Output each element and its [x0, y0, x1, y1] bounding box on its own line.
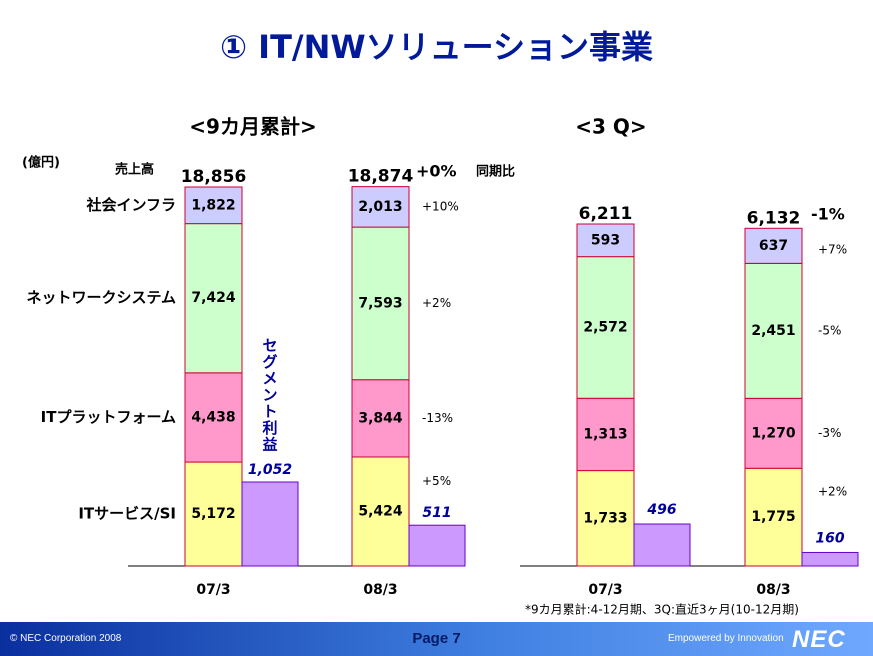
bar-3q-08-3-series-2 — [744, 262, 803, 399]
x-tick-9m-1: 08/3 — [363, 582, 397, 598]
series-name-3: 社会インフラ — [85, 196, 176, 214]
footnote: *9カ月累計:4-12月期、3Q:直近3ヶ月(10-12月期) — [525, 602, 799, 617]
profit-bar-3q-0 — [633, 523, 691, 567]
bar-3q-08-3-series-3 — [744, 227, 803, 264]
profit-label-3q-0: 496 — [646, 502, 676, 518]
bar-3q-07-3-series-1 — [576, 397, 635, 472]
bar-label-3q-0-1: 1,313 — [583, 426, 627, 442]
bar-label-9m-1-2: 7,593 — [358, 295, 402, 311]
total-3q-0: 6,211 — [579, 204, 633, 224]
bar-3q-07-3-series-2 — [576, 256, 635, 399]
x-tick-9m-0: 07/3 — [196, 582, 230, 598]
bar-label-3q-1-0: 1,775 — [751, 509, 795, 525]
copyright-text: © NEC Corporation 2008 — [10, 633, 122, 644]
segment-sales-chart: <9カ月累計> (億円) 売上高 同期比 5,172 4,438 7,424 1,822 18,… — [22, 115, 859, 617]
total-9m-0: 18,856 — [181, 167, 247, 187]
total-3q-1: 6,132 — [747, 208, 801, 228]
slide-title: ① IT/NWソリューション事業 — [219, 28, 654, 66]
profit-bar-9m-0 — [241, 481, 299, 567]
footer-bar: © NEC Corporation 2008 Page 7 Empowered … — [0, 622, 873, 656]
sales-label: 売上高 — [115, 162, 154, 178]
bar-label-3q-0-2: 2,572 — [583, 319, 627, 335]
change-9m-0: +5% — [422, 474, 451, 488]
segment-profit-label-char-4: ト — [262, 403, 277, 421]
profit-bar-3q-1 — [801, 551, 859, 567]
bar-label-3q-1-1: 1,270 — [751, 425, 796, 441]
bar-9m-07-3-series-2 — [184, 223, 243, 374]
bar-3q-07-3-series-3 — [576, 223, 635, 258]
series-name-2: ネットワークシステム — [26, 289, 176, 307]
bar-9m-08-3-series-2 — [351, 226, 410, 381]
bar-9m-08-3-series-0 — [351, 456, 410, 567]
chart-title-3q: <3 Q> — [575, 115, 646, 139]
change-9m-1: -13% — [422, 411, 453, 425]
chart-title-9m: <9カ月累計> — [189, 115, 316, 139]
bar-9m-07-3-series-3 — [184, 186, 243, 225]
segment-profit-label-char-5: 利 — [262, 419, 277, 437]
bar-9m-08-3-series-1 — [351, 379, 410, 458]
profit-bar-9m-1 — [408, 524, 466, 567]
segment-profit-label-char-2: メ — [262, 370, 277, 388]
total-9m-1: 18,874 — [348, 167, 414, 187]
bar-label-3q-0-3: 593 — [591, 232, 620, 248]
bar-label-9m-1-0: 5,424 — [358, 503, 403, 519]
x-tick-3q-0: 07/3 — [588, 582, 622, 598]
bar-label-9m-0-1: 4,438 — [191, 409, 235, 425]
segment-profit-label-char-6: 益 — [262, 436, 277, 454]
change-3q-3: +7% — [818, 242, 847, 256]
series-name-1: ITプラットフォーム — [41, 408, 176, 426]
profit-label-3q-1: 160 — [815, 530, 844, 546]
unit-label: (億円) — [22, 155, 60, 171]
series-name-0: ITサービス/SI — [78, 505, 176, 523]
change-3q-2: -5% — [818, 323, 841, 337]
bar-label-9m-1-1: 3,844 — [358, 410, 403, 426]
total-change-3q: -1% — [811, 205, 845, 224]
bar-9m-08-3-series-3 — [351, 186, 410, 228]
bar-9m-07-3-series-1 — [184, 372, 243, 463]
bar-label-3q-0-0: 1,733 — [583, 510, 627, 526]
bar-label-9m-1-3: 2,013 — [358, 199, 402, 215]
profit-label-9m-0: 1,052 — [248, 462, 292, 478]
total-change-9m: +0% — [416, 162, 457, 181]
change-3q-0: +2% — [818, 485, 847, 499]
bar-label-3q-1-2: 2,451 — [751, 323, 795, 339]
bar-label-9m-0-0: 5,172 — [191, 506, 235, 522]
segment-profit-label-char-1: グ — [262, 353, 277, 371]
change-3q-1: -3% — [818, 426, 841, 440]
yoy-label: 同期比 — [476, 164, 515, 180]
segment-profit-label-char-0: セ — [262, 337, 277, 355]
change-9m-2: +2% — [422, 296, 451, 310]
bar-label-9m-0-3: 1,822 — [191, 197, 235, 213]
page-number: Page 7 — [412, 630, 461, 647]
bar-label-3q-1-3: 637 — [759, 238, 788, 254]
tagline-text: Empowered by Innovation — [668, 633, 784, 644]
x-tick-3q-1: 08/3 — [756, 582, 790, 598]
change-9m-3: +10% — [422, 199, 459, 213]
segment-profit-label-char-3: ン — [262, 386, 277, 404]
bar-3q-08-3-series-1 — [744, 397, 803, 469]
bar-3q-08-3-series-0 — [744, 467, 803, 567]
profit-label-9m-1: 511 — [422, 505, 451, 521]
bar-3q-07-3-series-0 — [576, 470, 635, 567]
nec-logo: NEC — [792, 626, 846, 653]
bar-label-9m-0-2: 7,424 — [191, 290, 236, 306]
bar-9m-07-3-series-0 — [184, 461, 243, 567]
